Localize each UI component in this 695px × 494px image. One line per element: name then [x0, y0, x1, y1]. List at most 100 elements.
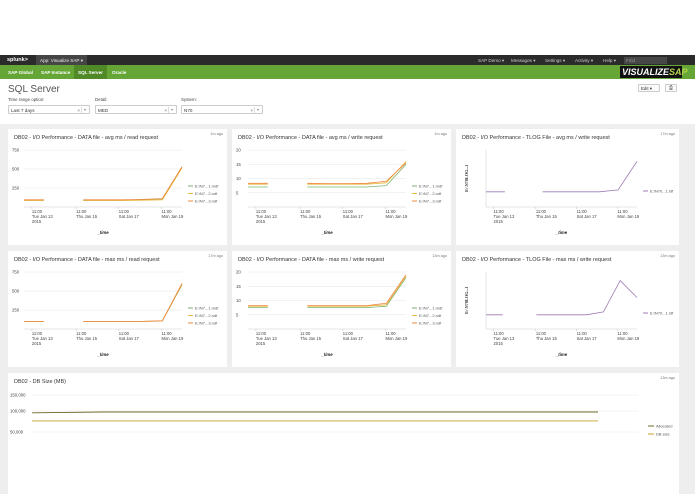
menu-activity[interactable]: Activity ▾: [575, 57, 594, 63]
x-tick-label: 11:00: [577, 331, 588, 336]
brand-text-sap: SAP: [669, 67, 688, 77]
find-input[interactable]: Find: [624, 56, 667, 64]
menu-messages[interactable]: Messages ▾: [511, 57, 536, 63]
x-tick-label: 11:00: [536, 331, 547, 336]
x-tick-label: Tue Jan 13: [494, 336, 515, 341]
x-tick-label: 2015: [256, 341, 266, 346]
nav-sap-instance[interactable]: SAP Instance: [41, 69, 71, 75]
menu-settings[interactable]: Settings ▾: [545, 57, 566, 63]
chevron-down-icon[interactable]: ▾: [168, 107, 175, 113]
legend-label: E:\N7...2.ndf: [419, 313, 442, 318]
y-tick-label: 15: [236, 162, 241, 167]
x-axis-title: _time: [320, 230, 333, 235]
series-line: [31, 411, 598, 414]
detail-select[interactable]: MED × ▾: [95, 105, 177, 114]
nav-sql-server[interactable]: SQL Server: [74, 65, 107, 79]
chart-panel: DB02 - I/O Performance - DATA file - max…: [232, 251, 451, 367]
line-chart-svg: 150,000 100,000 50,000 Allocated DB size: [10, 393, 672, 437]
x-tick-label: 11:00: [494, 331, 505, 336]
x-axis-title: _time: [96, 352, 109, 357]
panel-title: DB02 - I/O Performance - TLOG File - max…: [462, 257, 612, 263]
panel-refresh-time: 13m ago: [660, 376, 675, 380]
series-line: [248, 164, 407, 188]
print-icon[interactable]: ⎙: [665, 84, 677, 92]
visualize-sap-logo: VISUALIZESAP: [620, 66, 688, 78]
page-title: SQL Server: [8, 84, 60, 95]
x-tick-label: 11:00: [256, 209, 267, 214]
chevron-down-icon[interactable]: ▾: [81, 107, 88, 113]
series-line: [24, 167, 183, 201]
y-tick-label: 250: [12, 186, 20, 191]
x-tick-label: 11:00: [119, 331, 130, 336]
edit-button[interactable]: Edit ▾: [638, 84, 660, 92]
y-tick-label: 750: [12, 148, 20, 153]
panel-title: DB02 - I/O Performance - DATA file - max…: [238, 257, 385, 263]
x-tick-label: Mon Jan 19: [161, 214, 184, 219]
x-tick-label: 11:00: [385, 209, 396, 214]
x-tick-label: Sat Jan 17: [343, 336, 364, 341]
x-tick-label: 11:00: [536, 209, 547, 214]
legend-label: E:\N70...1.ldf: [650, 188, 674, 193]
system-label: System:: [181, 97, 197, 102]
x-axis-title: _time: [96, 230, 109, 235]
chevron-down-icon[interactable]: ▾: [254, 107, 261, 113]
x-axis-title: _time: [320, 352, 333, 357]
series-line: [248, 274, 407, 306]
x-tick-label: Sat Jan 17: [577, 214, 598, 219]
app-nav-bar: SAP Global SAP Instance SQL Server Oracl…: [0, 65, 695, 79]
chart-panel: DB02 - I/O Performance - DATA file - avg…: [8, 129, 227, 245]
series-line: [248, 162, 407, 184]
splunk-logo[interactable]: splunk>: [7, 57, 28, 63]
x-tick-label: Thu Jan 15: [300, 214, 322, 219]
detail-value: MED: [98, 108, 109, 113]
menu-sap-demo[interactable]: SAP Demo ▾: [478, 57, 505, 63]
x-tick-label: 11:00: [617, 209, 628, 214]
y-tick-label: 150,000: [10, 393, 26, 398]
app-switcher[interactable]: App: Visualize SAP ▾: [36, 55, 87, 65]
y-tick-label: 50,000: [10, 430, 24, 435]
time-range-select[interactable]: Last 7 days × ▾: [8, 105, 90, 114]
clear-icon[interactable]: ×: [77, 107, 80, 113]
x-tick-label: 2015: [494, 219, 504, 224]
legend-label: E:\N7...1.mdf: [419, 183, 443, 188]
x-tick-label: 11:00: [300, 331, 311, 336]
nav-oracle[interactable]: Oracle: [112, 69, 127, 75]
x-tick-label: 11:00: [119, 209, 130, 214]
y-axis-title: E:\N70LOG...l: [464, 286, 469, 314]
x-tick-label: Thu Jan 15: [76, 336, 98, 341]
y-tick-label: 500: [12, 289, 20, 294]
x-tick-label: 2015: [32, 341, 42, 346]
panel-title: DB02 - DB Size (MB): [14, 379, 66, 385]
panel-refresh-time: 1m ago: [210, 132, 223, 136]
y-tick-label: 15: [236, 284, 241, 289]
system-select[interactable]: N70 × ▾: [181, 105, 263, 114]
x-tick-label: Thu Jan 15: [536, 336, 558, 341]
legend-label: E:\N7...1.mdf: [195, 183, 219, 188]
y-axis-title: E:\N70LOG...l: [464, 164, 469, 192]
y-tick-label: 750: [12, 270, 20, 275]
detail-label: Detail:: [95, 97, 108, 102]
menu-help[interactable]: Help ▾: [603, 57, 617, 63]
x-tick-label: 11:00: [32, 209, 43, 214]
y-tick-label: 10: [236, 298, 241, 303]
panel-refresh-time: 17m ago: [660, 132, 675, 136]
time-range-label: Time range option:: [8, 97, 45, 102]
x-tick-label: Mon Jan 19: [385, 336, 408, 341]
clear-icon[interactable]: ×: [250, 107, 253, 113]
panel-refresh-time: 13m ago: [432, 254, 447, 258]
legend-label: E:\N7...2.ndf: [195, 313, 218, 318]
series-line: [486, 161, 638, 193]
splunk-top-bar: splunk> App: Visualize SAP ▾ SAP Demo ▾ …: [0, 55, 695, 65]
x-axis-title: _time: [555, 230, 568, 235]
x-tick-label: Mon Jan 19: [161, 336, 184, 341]
nav-sap-global[interactable]: SAP Global: [8, 69, 33, 75]
clear-icon[interactable]: ×: [164, 107, 167, 113]
series-line: [24, 284, 183, 322]
chart-panel: DB02 - I/O Performance - DATA file - avg…: [232, 129, 451, 245]
x-tick-label: 11:00: [76, 209, 87, 214]
x-tick-label: Mon Jan 19: [617, 336, 640, 341]
